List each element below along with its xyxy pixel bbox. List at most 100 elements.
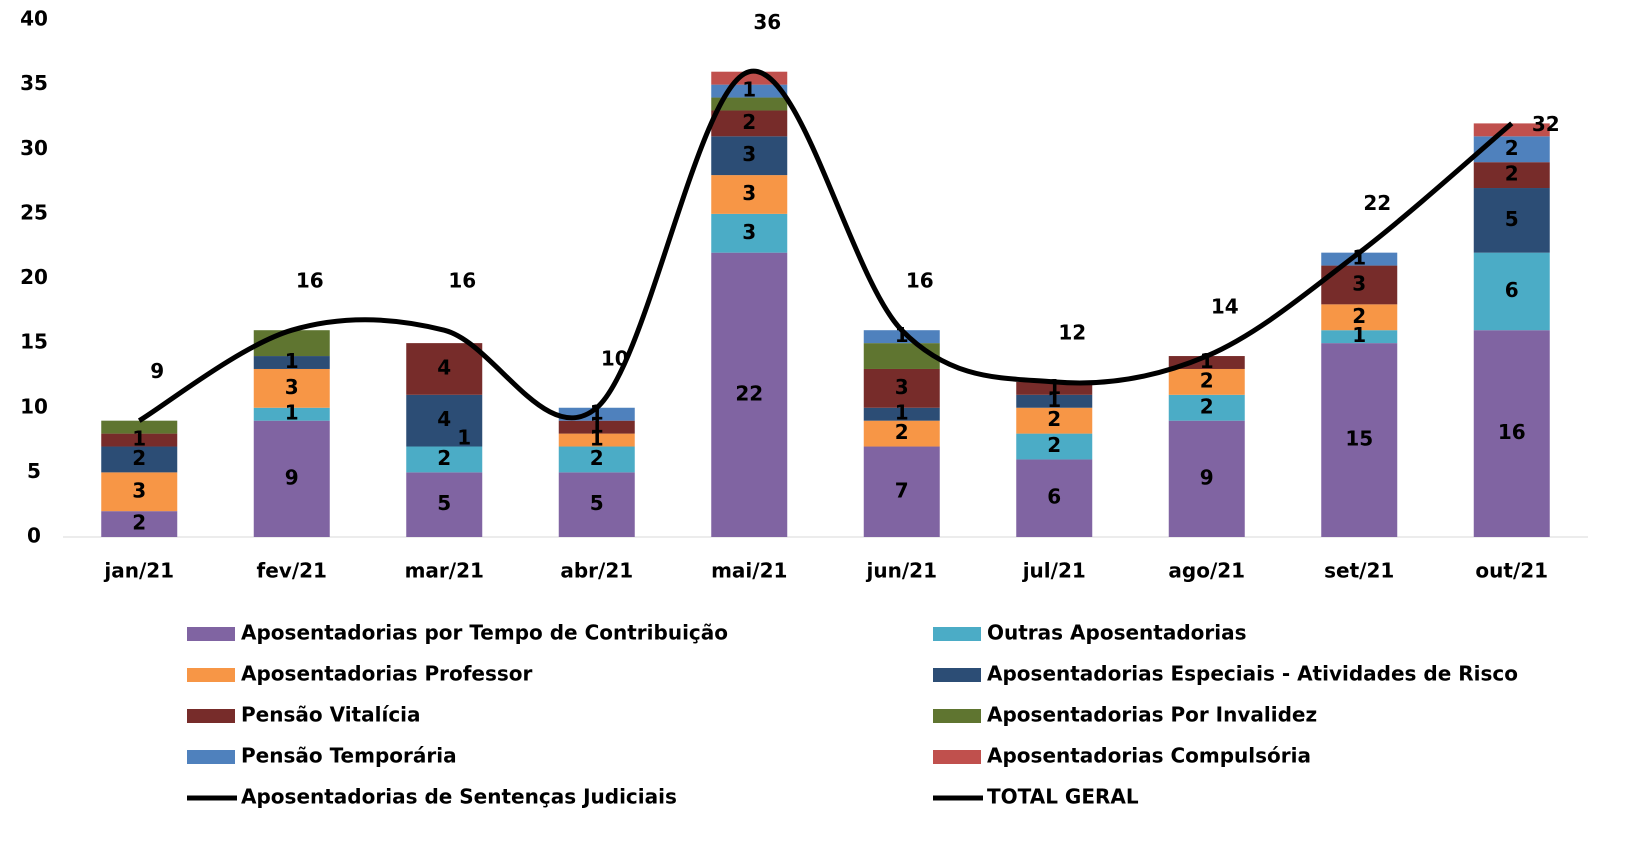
legend-label: Aposentadorias Compulsória (987, 744, 1311, 768)
bar-segment (711, 110, 788, 137)
bar-label: 2 (1200, 368, 1214, 392)
line-label: 12 (1058, 320, 1086, 344)
bar-segment (253, 407, 330, 421)
bar-label: 1 (132, 427, 146, 451)
bar-segment (101, 472, 178, 512)
bar-label: 3 (285, 375, 299, 399)
bar-segment (863, 407, 940, 421)
bar-segment (711, 136, 788, 176)
bar-label: 1 (590, 414, 604, 438)
legend-label: TOTAL GERAL (987, 785, 1139, 809)
bar-label: 3 (1352, 271, 1366, 295)
bar-segment (711, 175, 788, 214)
bar-segment (1168, 420, 1245, 537)
line (137, 69, 1514, 423)
legend-label: Aposentadorias Por Invalidez (987, 703, 1317, 727)
bar-segment (1473, 188, 1550, 253)
y-tick-label: 30 (20, 136, 48, 160)
bar-label: 3 (742, 181, 756, 205)
line-label: 16 (296, 269, 324, 293)
legend-swatch (933, 709, 981, 723)
bar-label: 1 (895, 323, 909, 347)
legend-label: Outras Aposentadorias (987, 621, 1247, 645)
bar-segment (863, 343, 940, 369)
bar-label: 1 (1352, 246, 1366, 270)
bar-label: 2 (132, 511, 146, 535)
bar-label: 1 (285, 401, 299, 425)
x-tick-label: mar/21 (405, 559, 484, 583)
line-label: 10 (601, 346, 629, 370)
bar-label: 1 (285, 349, 299, 373)
bar-label: 1 (1047, 375, 1061, 399)
legend-swatch (933, 627, 981, 641)
bar-segment (558, 433, 635, 447)
legend-swatch (933, 668, 981, 682)
bar-segment (1016, 407, 1093, 434)
line-label: 32 (1532, 112, 1560, 136)
bar-segment (558, 420, 635, 434)
bar-label: 3 (132, 478, 146, 502)
bar-label: 5 (437, 491, 451, 515)
x-tick-label: mai/21 (711, 559, 787, 583)
bar-segment (253, 330, 330, 357)
bar-label: 2 (437, 446, 451, 470)
bar-segment (253, 420, 330, 537)
y-tick-label: 0 (27, 524, 41, 548)
bar-label: 3 (742, 142, 756, 166)
bar-segment (863, 330, 940, 344)
bar-segment (1473, 162, 1550, 189)
bar-segment (863, 446, 940, 537)
bar-label: 16 (1498, 420, 1526, 444)
bar-segment (101, 433, 178, 447)
bar-segment (711, 252, 788, 537)
bar-label: 2 (1352, 304, 1366, 328)
legend-label: Pensão Temporária (241, 744, 457, 768)
y-tick-label: 10 (20, 394, 48, 418)
bar-label: 6 (1047, 485, 1061, 509)
legend-swatch (187, 668, 235, 682)
x-tick-label: ago/21 (1168, 559, 1245, 583)
x-tick-label: set/21 (1324, 559, 1394, 583)
bar-segment (406, 446, 483, 473)
line-label: 22 (1363, 191, 1391, 215)
y-tick-label: 5 (27, 459, 41, 483)
line-label: 16 (906, 269, 934, 293)
bar-segment (1473, 330, 1550, 537)
line-label: 9 (150, 359, 164, 383)
bar-segment (1321, 304, 1398, 331)
bar-label: 22 (735, 381, 763, 405)
y-tick-label: 40 (20, 7, 48, 31)
line-label: 36 (753, 10, 781, 34)
y-tick-label: 25 (20, 200, 48, 224)
bar-segment (253, 356, 330, 369)
x-tick-label: fev/21 (257, 559, 327, 583)
bar-label: 1 (1352, 323, 1366, 347)
bar-segment (1473, 123, 1550, 137)
bar-segment (863, 368, 940, 408)
bar-label: 1 (895, 401, 909, 425)
bar-segment (1168, 368, 1245, 395)
x-tick-label: jul/21 (1022, 559, 1086, 583)
legend-swatch (187, 709, 235, 723)
x-tick-label: jan/21 (103, 559, 174, 583)
legend-label: Aposentadorias Especiais - Atividades de… (987, 662, 1518, 686)
bar-label: 5 (1505, 207, 1519, 231)
legend-label: Aposentadorias Professor (241, 662, 533, 686)
bar-segment (1016, 459, 1093, 537)
bar-segment (253, 368, 330, 408)
bar-label: 2 (1047, 433, 1061, 457)
legend-label: Aposentadorias de Sentenças Judiciais (241, 785, 677, 809)
y-tick-label: 35 (20, 71, 48, 95)
line-label: 14 (1211, 295, 1239, 319)
bar-segment (711, 213, 788, 253)
bar-label: 2 (590, 446, 604, 470)
bar-label: 2 (1505, 136, 1519, 160)
bar-label: 4 (437, 407, 451, 431)
bar-segment (101, 511, 178, 537)
bar-segment (1473, 136, 1550, 163)
bar-label: 1 (590, 401, 604, 425)
bar-label: 9 (285, 465, 299, 489)
bar-segment (1016, 394, 1093, 408)
x-tick-label: abr/21 (560, 559, 633, 583)
